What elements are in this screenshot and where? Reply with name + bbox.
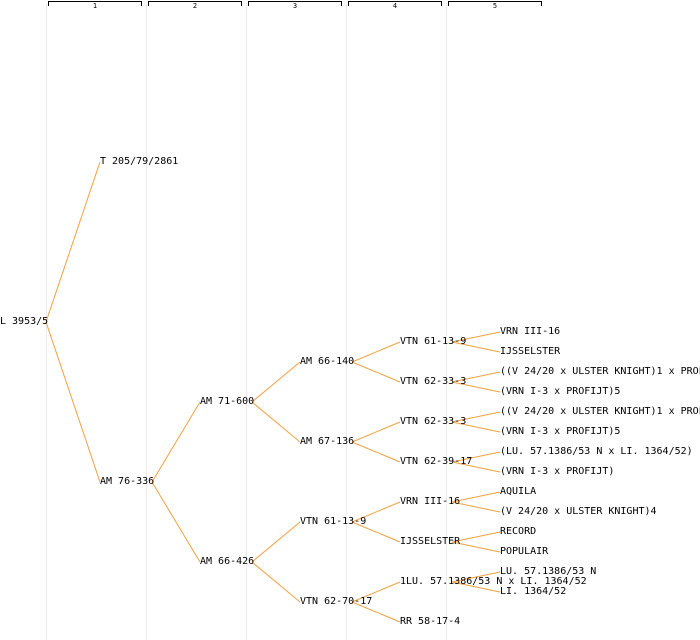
ancestor-node-label: VTN 62-33-3: [400, 416, 467, 427]
generation-number: 4: [392, 2, 398, 10]
ancestor-node-label: VTN 61-13-9: [400, 336, 467, 347]
pedigree-edge: [451, 571, 501, 583]
ancestor-node-label: AM 67-136: [300, 436, 355, 447]
pedigree-edge: [351, 581, 401, 603]
ancestor-node-label: RR 58-17-4: [400, 616, 461, 627]
generation-number: 5: [492, 2, 498, 10]
pedigree-edge: [351, 361, 401, 383]
ancestor-node-label: (V 24/20 x ULSTER KNIGHT)4: [500, 506, 657, 517]
pedigree-edge: [351, 421, 401, 443]
pedigree-edge: [451, 581, 501, 593]
ancestor-node-label: LU. 57.1386/53 N: [500, 566, 597, 577]
pedigree-edge: [151, 401, 201, 483]
pedigree-edge: [451, 501, 501, 513]
root-node-label: L 3953/5: [0, 316, 49, 327]
ancestor-node-label: VTN 62-39-17: [400, 456, 473, 467]
pedigree-edge: [451, 381, 501, 393]
pedigree-edge: [251, 561, 301, 603]
ancestor-node-label: ((V 24/20 x ULSTER KNIGHT)1 x PROFIJT): [500, 366, 700, 377]
pedigree-edge: [451, 491, 501, 503]
pedigree-edge: [451, 341, 501, 353]
ancestor-node-label: AM 66-140: [300, 356, 355, 367]
pedigree-edge: [451, 421, 501, 433]
pedigree-edge: [451, 541, 501, 553]
pedigree-edge: [351, 441, 401, 463]
ancestor-node-label: VTN 62-70-17: [300, 596, 373, 607]
pedigree-edge: [451, 331, 501, 343]
ancestor-node-label: T 205/79/2861: [100, 156, 179, 167]
ancestor-node-label: VTN 61-13-9: [300, 516, 367, 527]
pedigree-edge: [351, 341, 401, 363]
pedigree-edge: [451, 461, 501, 473]
pedigree-edge: [45, 161, 101, 323]
pedigree-edge: [251, 401, 301, 443]
generation-guide-line: [146, 4, 147, 640]
ancestor-node-label: (LU. 57.1386/53 N x LI. 1364/52): [500, 446, 693, 457]
ancestor-node-label: (VRN I-3 x PROFIJT)5: [500, 426, 621, 437]
ancestor-node-label: AM 71-600: [200, 396, 255, 407]
generation-header-bracket: [48, 1, 142, 6]
ancestor-node-label: AM 76-336: [100, 476, 155, 487]
pedigree-edge: [451, 451, 501, 463]
pedigree-edge: [151, 481, 201, 563]
pedigree-edge: [45, 321, 101, 483]
generation-header-bracket: [448, 1, 542, 6]
ancestor-node-label: 1LU. 57.1386/53 N x LI. 1364/52: [400, 576, 587, 587]
ancestor-node-label: POPULAIR: [500, 546, 549, 557]
ancestor-node-label: AQUILA: [500, 486, 537, 497]
pedigree-edge: [251, 361, 301, 403]
pedigree-edge: [451, 411, 501, 423]
pedigree-edge: [351, 521, 401, 543]
ancestor-node-label: RECORD: [500, 526, 537, 537]
generation-guide-line: [346, 4, 347, 640]
generation-header-bracket: [348, 1, 442, 6]
ancestor-node-label: LI. 1364/52: [500, 586, 567, 597]
generation-guide-line: [446, 4, 447, 640]
pedigree-edge: [451, 371, 501, 383]
generation-number: 2: [192, 2, 198, 10]
ancestor-node-label: AM 66-426: [200, 556, 255, 567]
pedigree-edge: [451, 531, 501, 543]
generation-number: 3: [292, 2, 298, 10]
generation-number: 1: [92, 2, 98, 10]
ancestor-node-label: IJSSELSTER: [400, 536, 461, 547]
ancestor-node-label: (VRN I-3 x PROFIJT)5: [500, 386, 621, 397]
pedigree-edge: [351, 501, 401, 523]
ancestor-node-label: IJSSELSTER: [500, 346, 561, 357]
pedigree-edge: [251, 521, 301, 563]
ancestor-node-label: VTN 62-33-3: [400, 376, 467, 387]
ancestor-node-label: VRN III-16: [500, 326, 561, 337]
ancestor-node-label: VRN III-16: [400, 496, 461, 507]
generation-header-bracket: [248, 1, 342, 6]
pedigree-edge: [351, 601, 401, 623]
generation-guide-line: [246, 4, 247, 640]
generation-header-bracket: [148, 1, 242, 6]
ancestor-node-label: (VRN I-3 x PROFIJT): [500, 466, 615, 477]
ancestor-node-label: ((V 24/20 x ULSTER KNIGHT)1 x PROFIJT): [500, 406, 700, 417]
